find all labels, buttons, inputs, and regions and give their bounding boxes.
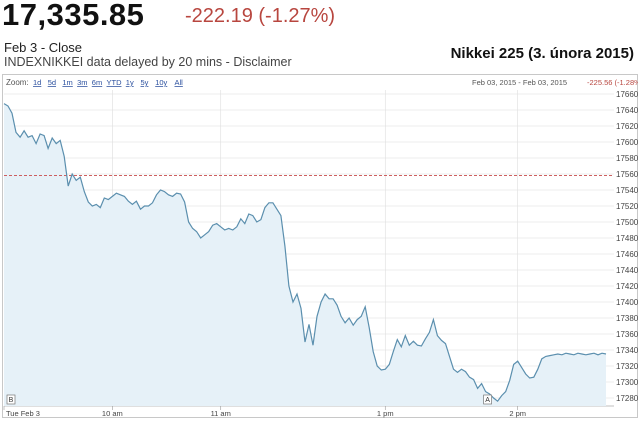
x-tick-label: 10 am — [102, 409, 123, 418]
delay-text: data delayed by 20 mins — [86, 55, 223, 69]
y-tick-label: 17660 — [616, 90, 638, 99]
y-tick-label: 17340 — [616, 346, 638, 355]
marker-box[interactable] — [6, 394, 16, 405]
y-tick-label: 17500 — [616, 218, 638, 227]
y-tick-label: 17400 — [616, 298, 638, 307]
stock-chart[interactable]: 17280 17300 17320 17340 17360 17380 17400 17420… — [2, 74, 640, 418]
y-tick-label: 17540 — [616, 186, 638, 195]
y-tick-label: 17520 — [616, 202, 638, 211]
zoom-option-5d[interactable]: 5d — [48, 78, 56, 87]
x-tick-label: 2 pm — [509, 409, 526, 418]
y-tick-label: 17300 — [616, 378, 638, 387]
close-status: Feb 3 - Close — [4, 40, 83, 55]
x-tick-label: 11 am — [211, 409, 231, 418]
disclaimer-link[interactable]: Disclaimer — [233, 55, 292, 69]
zoom-option-1y[interactable]: 1y — [126, 78, 134, 87]
zoom-label: Zoom: — [6, 78, 29, 87]
index-price: 17,335.85 — [2, 0, 145, 32]
y-tick-label: 17440 — [616, 266, 638, 275]
y-tick-label: 17280 — [616, 394, 638, 403]
y-tick-label: 17360 — [616, 330, 638, 339]
y-tick-label: 17600 — [616, 138, 638, 147]
zoom-option-1d[interactable]: 1d — [33, 78, 41, 87]
zoom-option-all[interactable]: All — [175, 78, 184, 87]
y-tick-label: 17380 — [616, 314, 638, 323]
zoom-option-3m[interactable]: 3m — [77, 78, 87, 87]
separator: - — [225, 55, 230, 69]
range-change: -225.56 (-1.28%) — [587, 78, 638, 87]
chart-title: Nikkei 225 (3. února 2015) — [450, 45, 634, 62]
price-area-fill — [4, 103, 606, 406]
symbol-label: INDEXNIKKEI — [4, 55, 84, 69]
x-axis-ticks: Tue Feb 3 10 am 11 am 1 pm 2 pm — [3, 406, 526, 418]
y-tick-label: 17460 — [616, 250, 638, 259]
x-tick-label: 1 pm — [377, 409, 394, 418]
y-tick-label: 17320 — [616, 362, 638, 371]
zoom-option-6m[interactable]: 6m — [92, 78, 102, 87]
y-tick-label: 17620 — [616, 122, 638, 131]
y-tick-label: 17640 — [616, 106, 638, 115]
marker-label: B — [9, 397, 14, 404]
zoom-option-5y[interactable]: 5y — [141, 78, 149, 87]
y-tick-label: 17580 — [616, 154, 638, 163]
zoom-option-10y[interactable]: 10y — [155, 78, 167, 87]
zoom-option-ytd[interactable]: YTD — [107, 78, 123, 87]
y-tick-label: 17480 — [616, 234, 638, 243]
index-change: -222.19 (-1.27%) — [185, 5, 336, 27]
range-text: Feb 03, 2015 - Feb 03, 2015 — [472, 78, 567, 87]
y-tick-label: 17420 — [616, 282, 638, 291]
zoom-controls[interactable]: Zoom: 1d 5d 1m 3m 6m YTD 1y 5y 10y All — [6, 78, 183, 87]
chart-svg[interactable]: 17280 17300 17320 17340 17360 17380 17400 17420… — [2, 74, 640, 418]
data-info-line: INDEXNIKKEI data delayed by 20 mins - Di… — [4, 55, 292, 69]
x-tick-label: Tue Feb 3 — [6, 409, 40, 418]
marker-box[interactable] — [483, 394, 492, 405]
y-axis-ticks: 17280 17300 17320 17340 17360 17380 17400 17420… — [616, 90, 639, 403]
price-line[interactable] — [3, 103, 607, 403]
zoom-option-1m[interactable]: 1m — [62, 78, 72, 87]
y-tick-label: 17560 — [616, 170, 638, 179]
marker-label: A — [485, 397, 490, 404]
